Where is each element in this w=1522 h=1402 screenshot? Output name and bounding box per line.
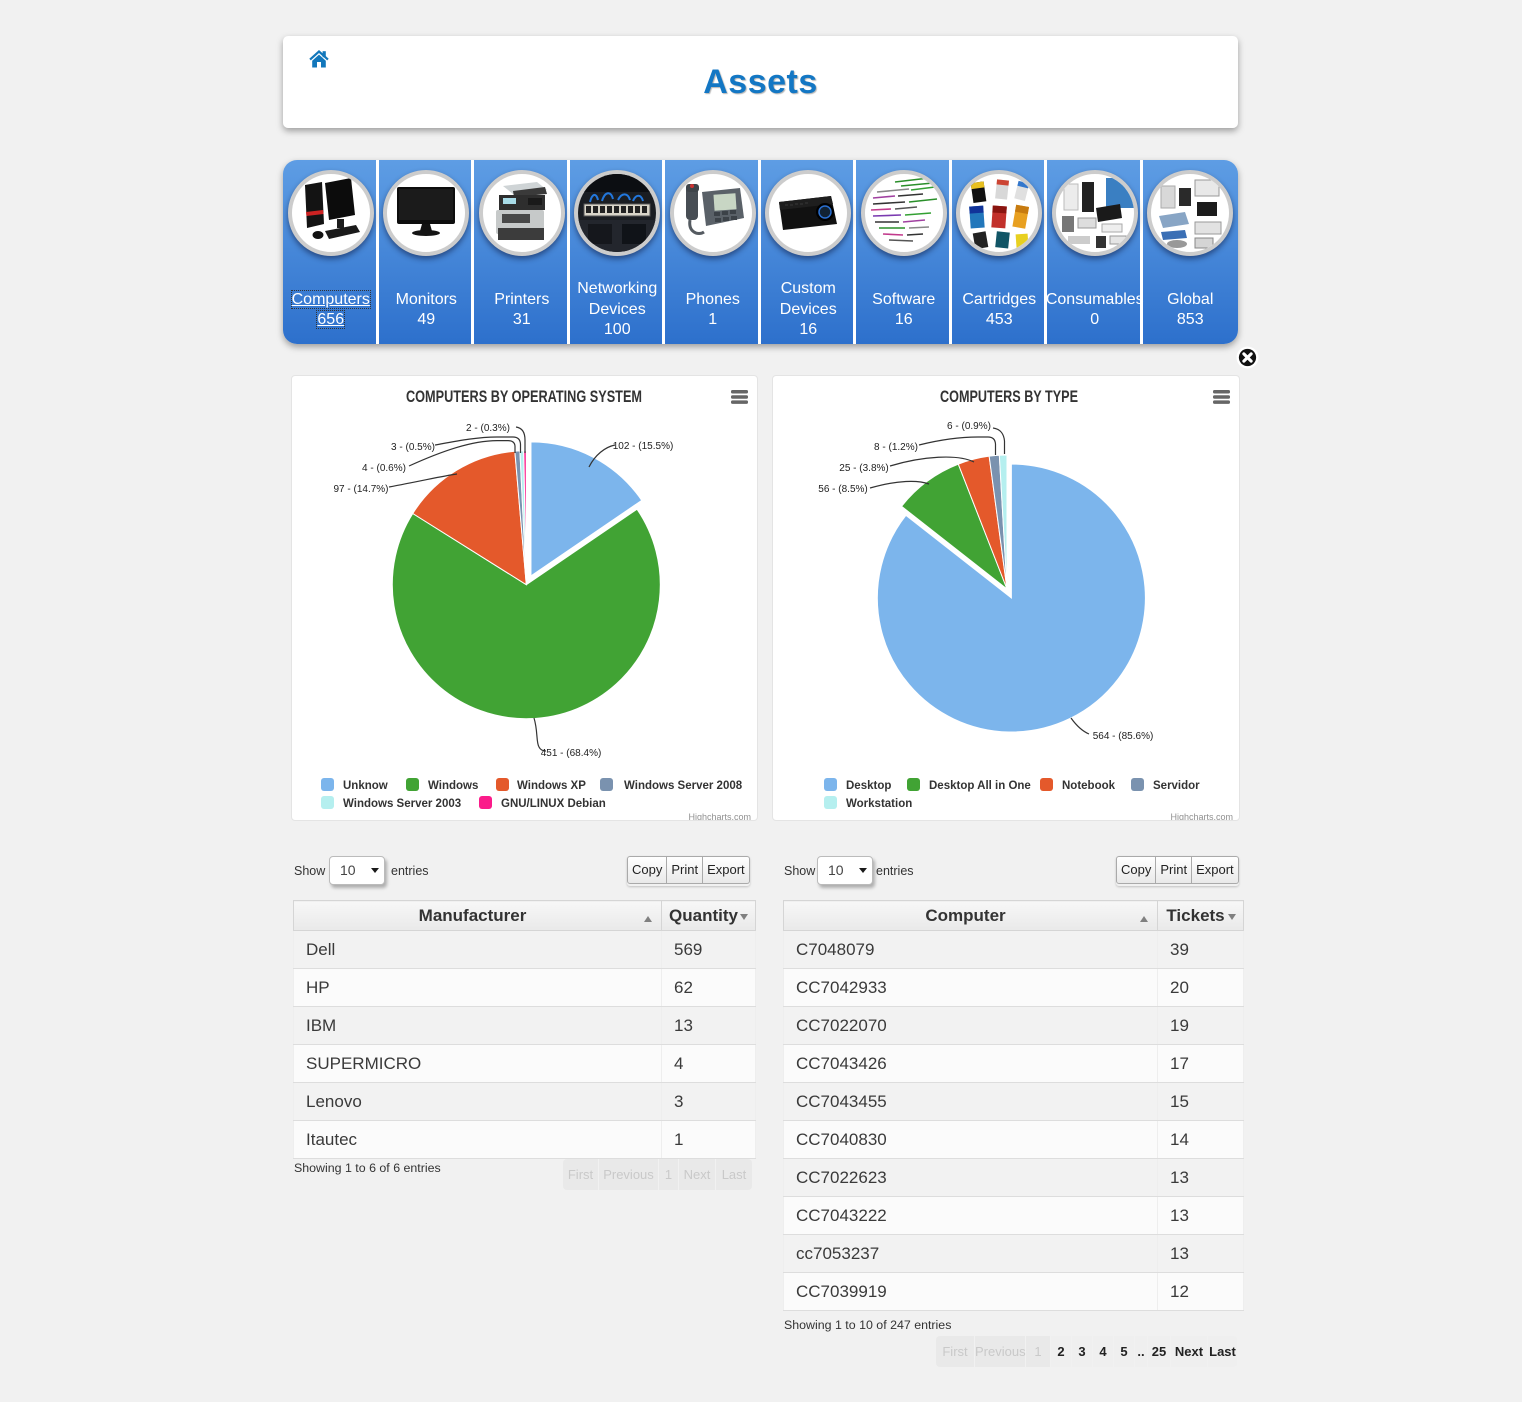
svg-text:Windows Server 2003: Windows Server 2003 [343, 798, 461, 810]
svg-text:Unknow: Unknow [343, 780, 388, 792]
svg-text:COMPUTERS BY OPERATING SYSTEM: COMPUTERS BY OPERATING SYSTEM [406, 387, 642, 406]
svg-text:102 - (15.5%): 102 - (15.5%) [613, 441, 674, 452]
svg-text:97 - (14.7%): 97 - (14.7%) [333, 484, 388, 495]
svg-text:Desktop All in One: Desktop All in One [929, 780, 1031, 792]
svg-text:Windows XP: Windows XP [517, 780, 586, 792]
svg-text:25 - (3.8%): 25 - (3.8%) [839, 463, 888, 474]
svg-text:8 - (1.2%): 8 - (1.2%) [874, 442, 918, 453]
svg-text:6 - (0.9%): 6 - (0.9%) [947, 421, 991, 432]
svg-text:Windows: Windows [428, 780, 478, 792]
svg-text:Workstation: Workstation [846, 798, 912, 810]
svg-text:COMPUTERS BY TYPE: COMPUTERS BY TYPE [940, 387, 1078, 406]
svg-text:Servidor: Servidor [1153, 780, 1200, 792]
svg-text:Highcharts.com: Highcharts.com [688, 812, 751, 820]
svg-text:4 - (0.6%): 4 - (0.6%) [362, 463, 406, 474]
svg-text:56 - (8.5%): 56 - (8.5%) [818, 484, 867, 495]
svg-text:Windows Server 2008: Windows Server 2008 [624, 780, 743, 792]
svg-text:GNU/LINUX Debian: GNU/LINUX Debian [501, 798, 606, 810]
svg-text:Highcharts.com: Highcharts.com [1170, 812, 1233, 820]
svg-text:Notebook: Notebook [1062, 780, 1116, 792]
svg-text:451 - (68.4%): 451 - (68.4%) [541, 748, 602, 759]
svg-text:564 - (85.6%): 564 - (85.6%) [1093, 731, 1154, 742]
svg-text:3 - (0.5%): 3 - (0.5%) [391, 442, 435, 453]
svg-text:Desktop: Desktop [846, 780, 891, 792]
svg-text:2 - (0.3%): 2 - (0.3%) [466, 423, 510, 434]
